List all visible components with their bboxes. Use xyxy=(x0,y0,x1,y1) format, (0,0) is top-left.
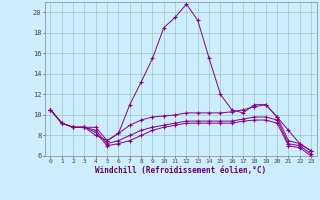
X-axis label: Windchill (Refroidissement éolien,°C): Windchill (Refroidissement éolien,°C) xyxy=(95,166,266,175)
